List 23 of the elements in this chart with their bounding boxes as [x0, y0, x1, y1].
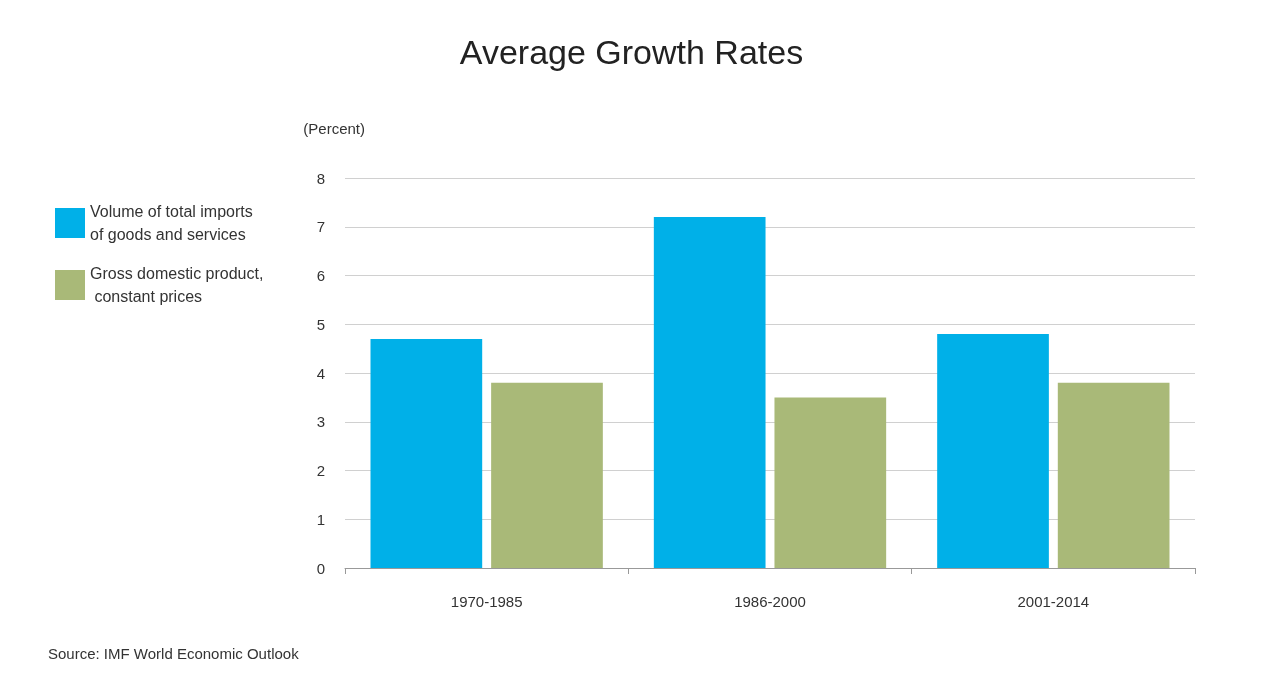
y-tick-label: 8 — [316, 169, 325, 187]
source-note: Source: IMF World Economic Outlook — [48, 645, 300, 662]
x-tick-label: 1970-1985 — [450, 593, 523, 610]
y-tick-label: 0 — [316, 559, 325, 577]
bar — [491, 382, 603, 568]
x-tick-label: 1986-2000 — [734, 593, 806, 610]
bar — [774, 397, 887, 568]
y-axis-title: (Percent) — [303, 120, 365, 137]
bar — [1057, 382, 1170, 568]
bar — [653, 217, 766, 568]
bar — [370, 338, 483, 568]
y-tick-label: 7 — [316, 218, 325, 236]
x-tick-label: 2001-2014 — [1017, 593, 1090, 610]
y-tick-label: 3 — [316, 413, 325, 431]
y-tick-label: 5 — [316, 315, 325, 333]
y-tick-label: 2 — [316, 462, 325, 479]
bar — [937, 334, 1049, 568]
chart-title: Average Growth Rates — [459, 33, 804, 71]
y-tick-label: 1 — [316, 510, 325, 528]
y-tick-label: 4 — [316, 364, 325, 382]
legend-label: Volume of total imports of goods and services — [90, 203, 258, 243]
legend-label: Gross domestic product, constant prices — [90, 265, 264, 305]
y-tick-label: 6 — [316, 267, 325, 284]
